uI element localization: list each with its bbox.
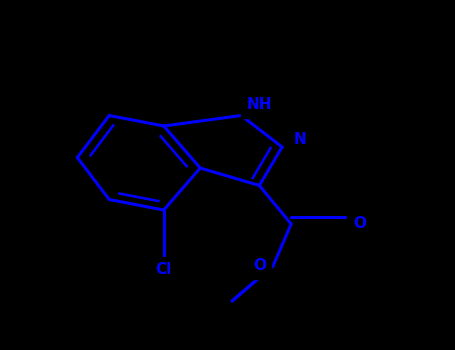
Text: O: O [253,259,266,273]
Text: O: O [353,217,366,231]
Text: NH: NH [247,98,272,112]
Text: N: N [294,133,307,147]
Text: Cl: Cl [156,262,172,277]
